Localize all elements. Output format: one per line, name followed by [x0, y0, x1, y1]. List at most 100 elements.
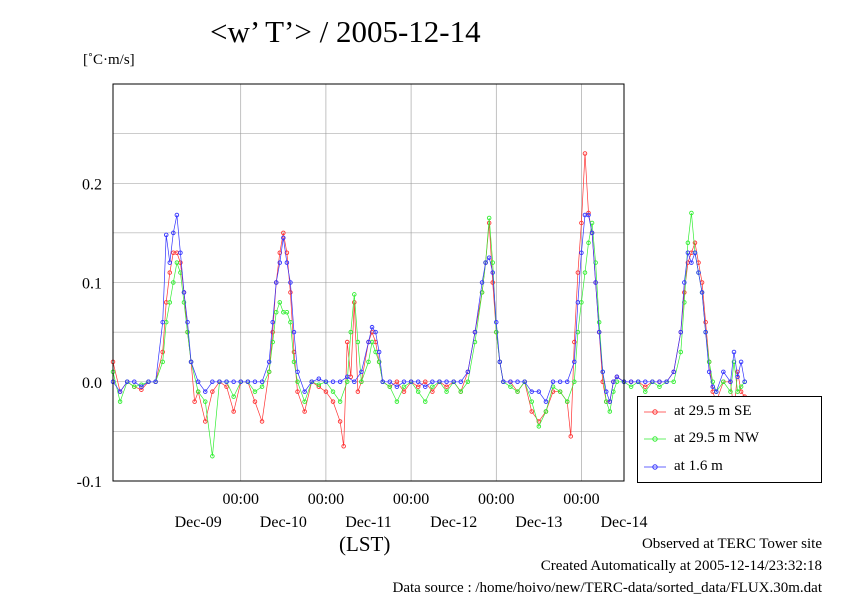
data-point: [281, 235, 286, 241]
data-point: [252, 379, 258, 385]
x-date-label: Dec-12: [430, 514, 477, 531]
data-point: [710, 384, 715, 389]
data-point: [337, 419, 343, 424]
data-point: [316, 382, 322, 387]
data-point: [192, 399, 197, 404]
data-point: [210, 453, 215, 459]
grid-lines: [113, 83, 624, 482]
data-point: [557, 379, 563, 385]
data-point: [117, 389, 123, 394]
footer-created: Created Automatically at 2005-12-14/23:3…: [540, 558, 822, 574]
data-point: [309, 379, 314, 385]
series-line: [112, 214, 746, 403]
data-point: [643, 389, 648, 394]
data-point: [316, 376, 322, 382]
data-point: [486, 255, 492, 260]
data-point: [596, 329, 602, 335]
data-point: [217, 379, 222, 385]
data-point: [380, 379, 385, 385]
x-time-label: 00:00: [478, 491, 514, 508]
data-point: [550, 379, 556, 385]
data-point: [714, 389, 719, 394]
data-point: [277, 300, 283, 305]
data-point: [344, 379, 350, 385]
data-point: [252, 389, 258, 394]
data-point: [682, 300, 687, 305]
data-point: [394, 384, 400, 389]
data-point: [231, 409, 236, 414]
data-point: [721, 369, 726, 375]
data-point: [483, 260, 488, 265]
data-point: [359, 379, 364, 385]
data-point: [284, 260, 290, 265]
data-point: [348, 329, 354, 335]
data-point: [163, 232, 169, 238]
data-point: [369, 324, 375, 330]
data-point: [337, 399, 343, 404]
data-point: [657, 379, 662, 385]
legend-marker-low: [644, 464, 666, 470]
data-point: [479, 290, 485, 295]
data-point: [341, 444, 346, 449]
data-point: [579, 220, 584, 226]
data-point: [291, 329, 297, 335]
data-point: [139, 384, 144, 389]
data-point: [259, 384, 265, 389]
data-point: [536, 389, 542, 394]
data-point: [423, 379, 428, 385]
data-point: [291, 359, 297, 365]
data-point: [376, 349, 382, 355]
data-point: [401, 379, 407, 385]
data-point: [302, 399, 307, 404]
data-point: [231, 379, 236, 385]
data-point: [572, 339, 577, 345]
data-point: [366, 339, 371, 345]
data-point: [270, 329, 275, 335]
data-point: [572, 359, 577, 365]
data-point: [188, 359, 194, 365]
legend-label-se: at 29.5 m SE: [674, 403, 752, 419]
y-axis-unit: [˚C·m/s]: [83, 52, 135, 68]
data-point: [728, 389, 733, 394]
data-point: [284, 310, 290, 315]
data-point: [259, 419, 265, 424]
data-point: [288, 290, 293, 295]
x-date-label: Dec-10: [260, 514, 307, 531]
data-point: [607, 399, 613, 404]
data-point: [167, 260, 173, 265]
data-point: [703, 319, 708, 325]
y-tick-label: 0.1: [82, 276, 102, 293]
data-point: [323, 379, 329, 385]
footer-source: Data source : /home/hoivo/new/TERC-data/…: [392, 580, 823, 596]
data-point: [430, 384, 435, 389]
data-point: [295, 379, 300, 385]
data-point: [479, 280, 485, 285]
data-point: [689, 210, 694, 216]
data-point: [685, 240, 691, 246]
x-date-label: Dec-09: [175, 514, 222, 531]
data-point: [117, 399, 123, 404]
data-point: [355, 339, 361, 345]
data-point: [352, 292, 357, 297]
data-point: [582, 270, 588, 275]
data-point: [203, 399, 208, 404]
data-point: [355, 389, 361, 394]
data-point: [174, 260, 180, 265]
data-point: [423, 399, 428, 404]
data-point: [664, 379, 669, 385]
data-point: [344, 339, 350, 345]
data-point: [735, 369, 740, 375]
data-point: [699, 290, 705, 295]
data-point: [376, 359, 382, 365]
data-point: [203, 389, 208, 394]
data-point: [323, 389, 329, 394]
data-point: [359, 369, 364, 375]
legend-item-low: at 1.6 m: [638, 458, 823, 478]
data-point: [678, 349, 684, 355]
data-point: [607, 409, 613, 414]
data-point: [728, 379, 733, 385]
series-2: [110, 212, 747, 404]
data-point: [465, 369, 471, 375]
y-tick-label: 0.2: [82, 176, 102, 193]
